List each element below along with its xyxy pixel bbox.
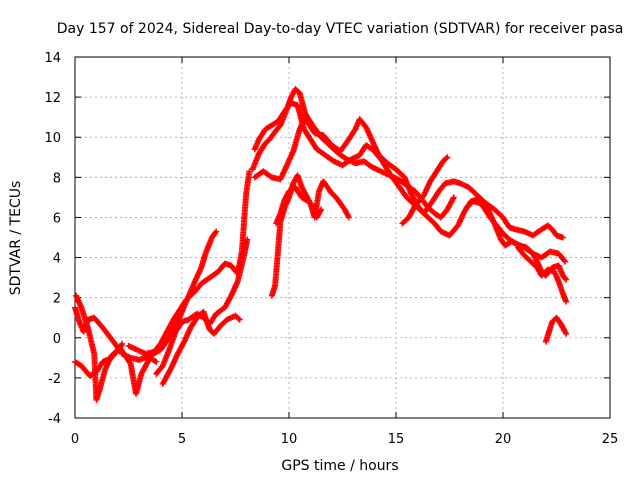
- y-tick-label: 4: [53, 252, 61, 267]
- grid: [75, 57, 610, 418]
- data-point: [562, 275, 569, 282]
- data-point: [561, 257, 568, 264]
- series-track-8: [251, 100, 451, 209]
- data-point: [444, 154, 451, 161]
- series-track-9: [251, 112, 457, 221]
- data-point: [119, 340, 126, 347]
- data-point: [153, 358, 160, 365]
- y-tick-label: 8: [53, 171, 61, 186]
- series-track-5: [153, 236, 251, 377]
- x-axis-label: GPS time / hours: [281, 458, 398, 474]
- y-tick-label: 10: [44, 131, 61, 146]
- plot-frame: [74, 56, 611, 419]
- series-track-6: [159, 308, 243, 387]
- x-tick-label: 0: [71, 432, 79, 447]
- series-track-15: [542, 314, 570, 345]
- data-point: [562, 258, 569, 265]
- x-tick-label: 5: [178, 432, 186, 447]
- data-point: [236, 316, 243, 323]
- data-point: [126, 359, 133, 366]
- data-point: [559, 234, 566, 241]
- y-tick-label: 2: [53, 292, 61, 307]
- data-point: [213, 228, 220, 235]
- data-point: [443, 155, 450, 162]
- data-point: [563, 276, 570, 283]
- x-tick-label: 25: [602, 432, 619, 447]
- x-tick-label: 20: [495, 432, 512, 447]
- data-point: [246, 168, 253, 175]
- data-point: [244, 236, 251, 243]
- data-point: [152, 358, 159, 365]
- data-point: [235, 315, 242, 322]
- x-axis: 0 5 10 15 20 25: [71, 57, 618, 447]
- series-track-3: [72, 344, 160, 397]
- chart-title: Day 157 of 2024, Sidereal Day-to-day VTE…: [57, 21, 624, 37]
- x-tick-label: 10: [281, 432, 298, 447]
- y-tick-label: 6: [53, 211, 61, 226]
- y-tick-label: 0: [53, 332, 61, 347]
- y-axis-label: SDTVAR / TECUs: [8, 181, 24, 296]
- data-point: [212, 229, 219, 236]
- y-axis: -4 -2 0 2 4 6 8 10 12 14: [44, 51, 610, 427]
- series-track-10: [268, 172, 352, 299]
- series-track-14: [514, 244, 570, 305]
- y-tick-label: 14: [44, 51, 61, 66]
- y-tick-label: -4: [48, 412, 61, 427]
- data-point: [345, 214, 352, 221]
- data-point: [563, 330, 570, 337]
- data-point: [318, 206, 325, 213]
- series-track-11: [273, 184, 325, 227]
- data-point: [563, 298, 570, 305]
- y-tick-label: 12: [44, 91, 61, 106]
- data-series: [72, 86, 570, 403]
- x-tick-label: 15: [388, 432, 405, 447]
- data-point: [450, 194, 457, 201]
- y-tick-label: -2: [48, 372, 61, 387]
